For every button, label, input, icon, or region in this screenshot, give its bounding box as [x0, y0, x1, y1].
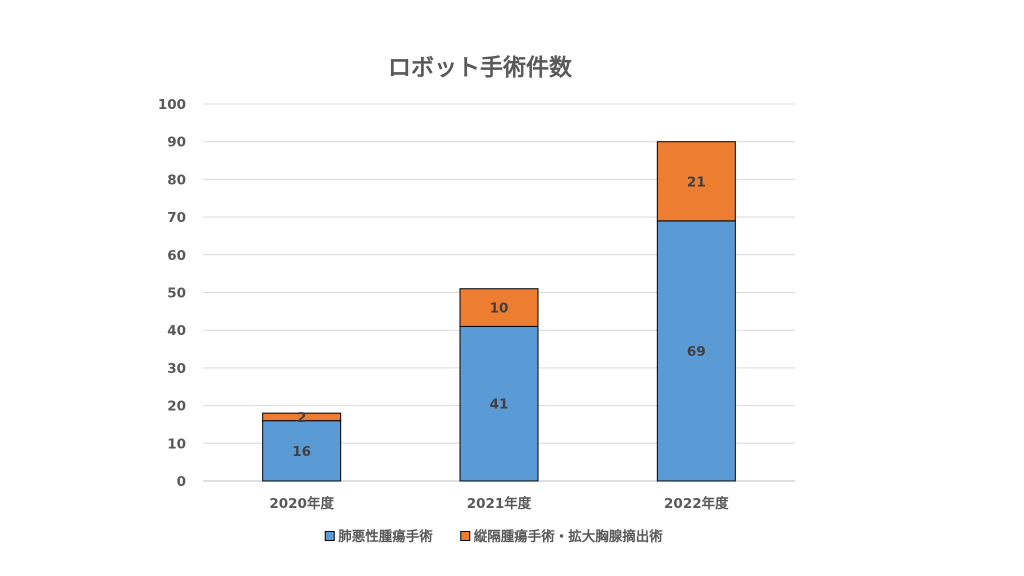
y-tick-label: 0 [177, 474, 186, 490]
y-tick-label: 30 [167, 361, 186, 377]
y-tick-label: 60 [167, 248, 186, 264]
bar-segment [459, 288, 539, 327]
y-tick-label: 50 [167, 286, 186, 302]
y-tick-label: 100 [158, 97, 186, 113]
bar-segment [262, 420, 342, 482]
bar-segment [262, 412, 342, 422]
data-label: 16 [292, 444, 311, 460]
y-tick-label: 10 [167, 436, 186, 452]
x-tick-label: 2020年度 [269, 495, 334, 512]
x-tick-label: 2021年度 [467, 495, 532, 512]
y-tick-label: 80 [167, 172, 186, 188]
data-label: 21 [687, 174, 706, 190]
chart-title: ロボット手術件数 [388, 54, 573, 81]
y-tick-label: 20 [167, 399, 186, 415]
y-tick-label: 90 [167, 135, 186, 151]
legend: 肺悪性腫瘍手術 縦隔腫瘍手術・拡大胸腺摘出術 [324, 528, 663, 545]
bars [262, 141, 736, 482]
data-labels: 16 2 41 10 69 21 [292, 174, 705, 460]
legend-label: 肺悪性腫瘍手術 [338, 528, 433, 545]
bar-segment [459, 325, 539, 482]
y-tick-label: 70 [167, 210, 186, 226]
y-axis-ticks: 0 10 20 30 40 50 60 70 80 90 100 [158, 97, 186, 490]
data-label: 41 [490, 397, 509, 413]
x-axis-ticks: 2020年度 2021年度 2022年度 [269, 495, 729, 512]
data-label: 10 [490, 301, 509, 317]
bar-segment [656, 141, 736, 222]
bar-segment [656, 220, 736, 482]
x-tick-label: 2022年度 [664, 495, 729, 512]
legend-swatch [460, 531, 471, 541]
data-label: 69 [687, 344, 706, 360]
legend-swatch [324, 531, 335, 541]
legend-label: 縦隔腫瘍手術・拡大胸腺摘出術 [474, 528, 663, 545]
y-tick-label: 40 [167, 323, 186, 339]
data-label: 2 [297, 410, 306, 426]
